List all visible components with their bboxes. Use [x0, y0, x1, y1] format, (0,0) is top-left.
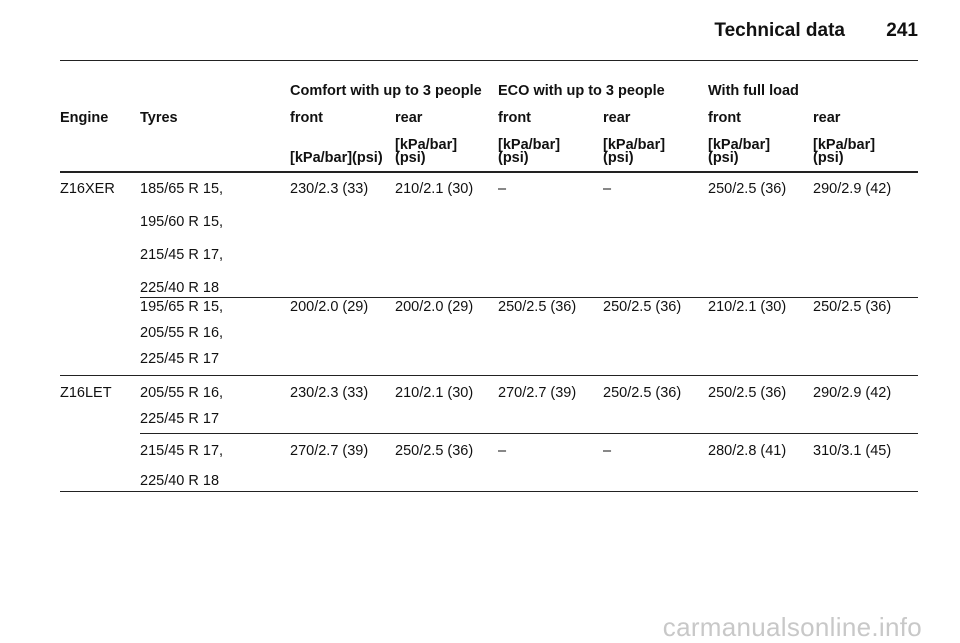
unit-label: (psi) [498, 150, 529, 166]
unit-label: [kPa/bar] [708, 137, 771, 153]
tyre-size: 195/65 R 15, [140, 299, 224, 315]
pressure-value: – [603, 181, 612, 197]
pressure-value: 250/2.5 (36) [708, 181, 787, 197]
unit-label: [kPa/bar] [813, 137, 876, 153]
column-header: front [498, 110, 532, 126]
pressure-value: 250/2.5 (36) [498, 299, 577, 315]
unit-label: (psi) [603, 150, 634, 166]
tyre-size: 215/45 R 17, [140, 247, 224, 263]
pressure-value: 270/2.7 (39) [498, 385, 577, 401]
pressure-value: 210/2.1 (30) [395, 181, 474, 197]
pressure-value: 230/2.3 (33) [290, 181, 369, 197]
pressure-value: 310/3.1 (45) [813, 443, 892, 459]
pressure-value: – [498, 443, 507, 459]
pressure-value: 210/2.1 (30) [708, 299, 787, 315]
tyre-size: 195/60 R 15, [140, 214, 224, 230]
tyre-size: 215/45 R 17, [140, 443, 224, 459]
tyre-size: 225/40 R 18 [140, 280, 220, 296]
pressure-value: 250/2.5 (36) [603, 385, 682, 401]
column-header: Tyres [140, 110, 178, 126]
unit-label: [kPa/bar] [498, 137, 561, 153]
table-rule [60, 491, 918, 492]
pressure-value: 290/2.9 (42) [813, 181, 892, 197]
tyre-size: 225/45 R 17 [140, 411, 220, 427]
pressure-value: 200/2.0 (29) [290, 299, 369, 315]
watermark: carmanualsonline.info [662, 612, 922, 642]
tyre-size: 205/55 R 16, [140, 385, 224, 401]
page-number: 241 [886, 20, 918, 41]
pressure-value: 290/2.9 (42) [813, 385, 892, 401]
group-header: With full load [708, 83, 799, 99]
column-header: rear [813, 110, 841, 126]
pressure-value: 200/2.0 (29) [395, 299, 474, 315]
column-header: front [708, 110, 742, 126]
tyre-size: 205/55 R 16, [140, 325, 224, 341]
tyre-size: 225/45 R 17 [140, 351, 220, 367]
pressure-value: 250/2.5 (36) [813, 299, 892, 315]
pressure-value: 210/2.1 (30) [395, 385, 474, 401]
pressure-value: – [603, 443, 612, 459]
pressure-value: 250/2.5 (36) [603, 299, 682, 315]
unit-label: (psi) [813, 150, 844, 166]
unit-label: (psi) [708, 150, 739, 166]
group-header: Comfort with up to 3 people [290, 83, 482, 99]
table-rule [60, 375, 918, 376]
engine: Z16LET [60, 385, 112, 401]
pressure-value: 250/2.5 (36) [708, 385, 787, 401]
column-header: rear [395, 110, 423, 126]
table-rule [140, 297, 918, 298]
pressure-value: 250/2.5 (36) [395, 443, 474, 459]
unit-label: [kPa/bar] [395, 137, 458, 153]
tyre-size: 225/40 R 18 [140, 473, 220, 489]
unit-label: [kPa/bar] [603, 137, 666, 153]
column-header: front [290, 110, 324, 126]
unit-label: (psi) [395, 150, 426, 166]
engine: Z16XER [60, 181, 115, 197]
pressure-value: 280/2.8 (41) [708, 443, 787, 459]
pressure-value: 270/2.7 (39) [290, 443, 369, 459]
pressure-value: – [498, 181, 507, 197]
header-rule [60, 60, 918, 61]
column-header: Engine [60, 110, 109, 126]
table-rule [140, 433, 918, 434]
group-header: ECO with up to 3 people [498, 83, 665, 99]
section-title: Technical data [714, 20, 845, 41]
unit-label: [kPa/bar](psi) [290, 150, 383, 166]
table-rule [60, 171, 918, 173]
tyre-size: 185/65 R 15, [140, 181, 224, 197]
column-header: rear [603, 110, 631, 126]
pressure-value: 230/2.3 (33) [290, 385, 369, 401]
